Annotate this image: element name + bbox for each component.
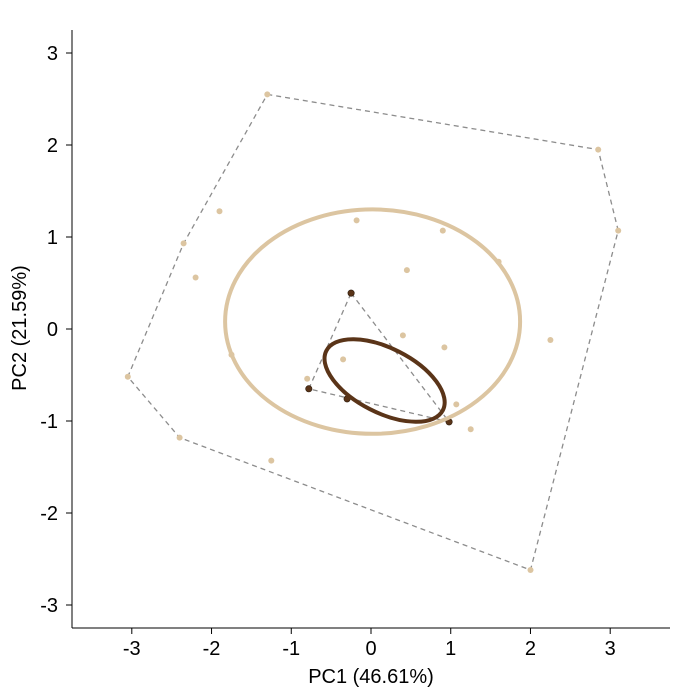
data-point-series-1 [180, 240, 187, 247]
x-tick-label: -2 [203, 638, 221, 660]
x-tick-label: 1 [445, 638, 456, 660]
convex-hull-2 [307, 291, 451, 423]
confidence-ellipse-1 [223, 207, 523, 436]
x-tick-label: -3 [123, 638, 141, 660]
convex-hull-1 [127, 93, 619, 571]
y-tick-label: 3 [47, 43, 58, 65]
data-point-series-1 [403, 267, 410, 274]
data-point-series-1 [399, 332, 406, 339]
data-point-series-1 [595, 146, 602, 153]
x-axis-title: PC1 (46.61%) [308, 666, 434, 688]
data-point-series-1 [527, 567, 534, 573]
data-point-series-1 [547, 337, 554, 343]
data-point-series-1 [192, 274, 199, 281]
confidence-ellipse-2 [322, 337, 447, 424]
x-axis-ticks: -3 -2 -1 0 1 2 3 [123, 628, 616, 660]
data-point-series-1 [124, 373, 131, 380]
data-point-series-1 [353, 217, 360, 224]
x-tick-label: 2 [525, 638, 536, 660]
y-axis-ticks: -3 -2 -1 0 1 2 3 [40, 43, 72, 617]
data-point-series-1 [216, 208, 223, 215]
x-tick-label: -1 [282, 638, 300, 660]
y-tick-label: 2 [47, 135, 58, 157]
data-point-series-1 [441, 344, 448, 351]
data-point-series-1 [467, 426, 474, 433]
data-point-series-1 [340, 356, 347, 363]
data-point-series-1 [176, 434, 183, 441]
plot-area [124, 91, 622, 573]
y-tick-label: 0 [47, 319, 58, 341]
data-point-series-1 [453, 401, 460, 408]
data-point-series-1 [268, 457, 275, 464]
data-point-series-1 [304, 375, 311, 382]
data-point-series-1 [439, 227, 446, 234]
y-tick-label: -1 [40, 411, 58, 433]
y-tick-label: -2 [40, 503, 58, 525]
y-tick-label: 1 [47, 227, 58, 249]
x-tick-label: 3 [605, 638, 616, 660]
data-point-series-2 [305, 385, 313, 393]
y-tick-label: -3 [40, 595, 58, 617]
x-tick-label: 0 [365, 638, 376, 660]
data-point-series-1 [264, 91, 271, 98]
y-axis-title: PC2 (21.59%) [9, 265, 31, 391]
data-point-series-2 [347, 289, 355, 297]
data-point-series-1 [615, 227, 622, 234]
